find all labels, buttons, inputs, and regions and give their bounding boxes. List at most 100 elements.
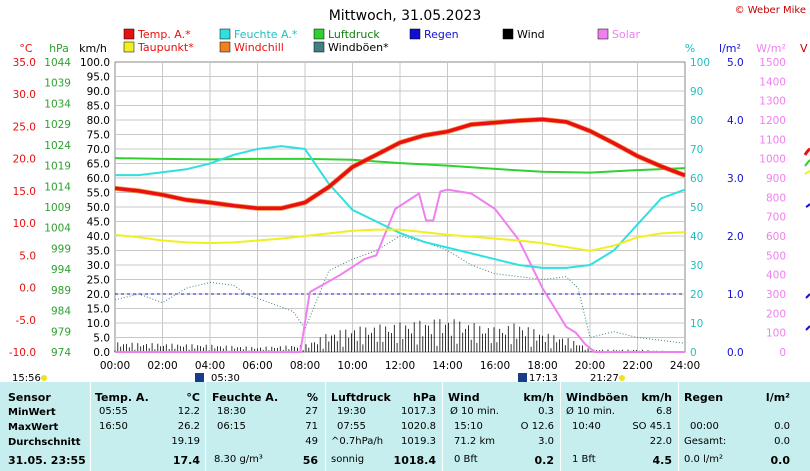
- temp-tick-label: -5.0: [16, 315, 37, 327]
- min-press-time: 19:30: [337, 406, 366, 417]
- legend-label: Temp. A.*: [137, 28, 191, 41]
- unit-pressure: hPa: [49, 42, 69, 55]
- moonrise-marker: [518, 373, 527, 382]
- pressure-tick-label: 1009: [44, 202, 71, 214]
- min-press-value: 1017.3: [401, 406, 436, 417]
- hdr-wind: Wind: [448, 391, 480, 404]
- avg-hum-value: 49: [305, 436, 318, 447]
- hdr-humidity: Feuchte A.: [212, 391, 279, 404]
- stats-col-rain: Regen l/m² 00:00 0.0 Gesamt: 0.0 0.0 l/m…: [684, 382, 790, 471]
- x-tick-label: 00:00: [100, 360, 130, 372]
- wind-tick-label: 40.0: [87, 231, 110, 243]
- temperature-line: [114, 117, 686, 211]
- unit-temp: °C: [19, 42, 33, 55]
- humidity-tick-label: 30: [690, 260, 703, 272]
- x-tick-label: 14:00: [432, 360, 462, 372]
- stats-col-gust: Windböen km/h Ø 10 min. 6.8 10:40 SO 45.…: [566, 382, 672, 471]
- max-gust-time: 10:40: [572, 421, 601, 432]
- time-markers: 05:30 15:56 17:13 21:27: [12, 373, 625, 382]
- pressure-tick-label: 1019: [44, 161, 71, 173]
- pressure-tick-label: 1014: [44, 181, 71, 193]
- pressure-tick-label: 1029: [44, 119, 71, 131]
- solar-tick-label: 300: [766, 289, 786, 301]
- hdr-sensor: Sensor: [8, 391, 51, 404]
- pressure-tick-label: 989: [51, 285, 71, 297]
- temp-tick-label: 10.0: [13, 218, 36, 230]
- wind-tick-label: 50.0: [87, 202, 110, 214]
- legend-swatch: [123, 28, 135, 40]
- cur-gust-value: 4.5: [652, 454, 673, 467]
- avg-press-value: 1019.3: [401, 436, 436, 447]
- min-wind-label: Ø 10 min.: [450, 406, 499, 417]
- solar-tick-label: 1100: [759, 134, 786, 146]
- rain-tick-label: 2.0: [727, 231, 744, 243]
- legend-swatch: [313, 28, 325, 40]
- temp-tick-label: 20.0: [13, 154, 36, 166]
- x-tick-label: 18:00: [527, 360, 557, 372]
- legend-label: Solar: [612, 28, 641, 41]
- legend-swatch: [597, 28, 609, 40]
- hdr-pressure: Luftdruck: [331, 391, 391, 404]
- max-wind-time: 15:10: [454, 421, 483, 432]
- wind-tick-label: 95.0: [87, 72, 110, 84]
- pressure-tick-label: 1004: [44, 223, 71, 235]
- wind-tick-label: 70.0: [87, 144, 110, 156]
- legend-swatch: [123, 41, 135, 53]
- right-edge-fragments: V: [800, 42, 810, 331]
- pressure-tick-label: 1044: [44, 57, 71, 69]
- solar-tick-label: 700: [766, 212, 786, 224]
- temp-tick-label: 30.0: [13, 89, 36, 101]
- max-rain-value: 0.0: [774, 421, 790, 432]
- solar-tick-label: 200: [766, 308, 786, 320]
- humidity-tick-label: 40: [690, 231, 703, 243]
- x-tick-label: 22:00: [622, 360, 652, 372]
- sunset-sun-icon: [619, 375, 625, 381]
- x-tick-label: 20:00: [575, 360, 605, 372]
- hdr-rain-unit: l/m²: [765, 391, 790, 404]
- stats-col-pressure: Luftdruck hPa 19:30 1017.3 07:55 1020.8 …: [331, 382, 436, 471]
- min-temp-value: 12.2: [177, 406, 200, 417]
- solar-tick-label: 1400: [759, 76, 786, 88]
- solar-tick-label: 900: [766, 173, 786, 185]
- pressure-tick-label: 984: [51, 306, 71, 318]
- hdr-rain: Regen: [684, 391, 724, 404]
- press-trend: ^0.7hPa/h: [331, 436, 384, 447]
- wind-tick-label: 30.0: [87, 260, 110, 272]
- wind-tick-label: 15.0: [87, 304, 110, 316]
- stats-col-wind: Wind km/h Ø 10 min. 0.3 15:10 O 12.6 71.…: [448, 382, 554, 471]
- legend-label: Taupunkt*: [137, 41, 194, 54]
- wind-tick-label: 85.0: [87, 101, 110, 113]
- max-temp-value: 26.2: [177, 421, 200, 432]
- min-gust-value: 6.8: [656, 406, 672, 417]
- pressure-tick-label: 1039: [44, 78, 71, 90]
- gust-line: [114, 235, 686, 344]
- sunset-time: 21:27: [590, 373, 619, 382]
- cur-rain-value: 0.0: [770, 454, 791, 467]
- unit-humidity: %: [685, 42, 695, 55]
- solar-tick-label: 1200: [759, 115, 786, 127]
- temp-tick-label: 35.0: [13, 57, 36, 69]
- wind-tick-label: 65.0: [87, 159, 110, 171]
- humidity-tick-label: 50: [690, 202, 703, 214]
- row-min-label: MinWert: [8, 407, 56, 418]
- humidity-tick-label: 0: [690, 347, 697, 359]
- x-tick-label: 10:00: [337, 360, 367, 372]
- min-hum-value: 27: [305, 406, 318, 417]
- weather-chart: Mittwoch, 31.05.2023 © Weber Mike °C hPa…: [9, 5, 810, 382]
- legend: Temp. A.* Feuchte A.* Luftdruck Regen Wind So…: [123, 28, 641, 54]
- credit-text: © Weber Mike: [735, 5, 806, 16]
- pressure-tick-label: 994: [51, 264, 71, 276]
- cur-rain-rate: 0.0 l/m²: [684, 454, 723, 465]
- wind-tick-label: 10.0: [87, 318, 110, 330]
- wind-tick-label: 55.0: [87, 188, 110, 200]
- rain-tick-label: 3.0: [727, 173, 744, 185]
- rain-total-label: Gesamt:: [684, 436, 727, 447]
- wind-tick-label: 25.0: [87, 275, 110, 287]
- temp-tick-label: 15.0: [13, 186, 36, 198]
- min-hum-time: 18:30: [217, 406, 246, 417]
- dewpoint-line: [114, 228, 686, 252]
- max-temp-time: 16:50: [99, 421, 128, 432]
- pressure-tick-label: 1024: [44, 140, 71, 152]
- legend-label: Regen: [424, 28, 459, 41]
- solar-tick-label: 0: [779, 347, 786, 359]
